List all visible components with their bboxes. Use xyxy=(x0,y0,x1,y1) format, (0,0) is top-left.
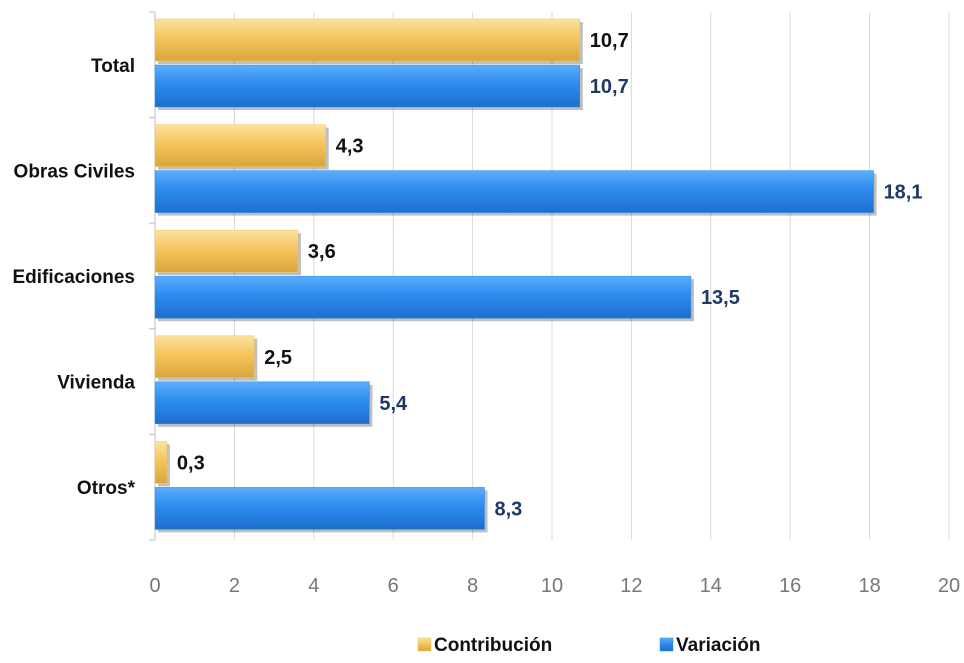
legend: Contribución Variación xyxy=(417,635,761,656)
bar-variacion xyxy=(154,381,370,425)
x-tick-label: 10 xyxy=(541,575,563,597)
bar-variacion xyxy=(154,487,485,530)
bar-contribucion xyxy=(154,18,581,62)
legend-swatch xyxy=(659,637,674,652)
data-label: 10,7 xyxy=(590,76,629,98)
legend-swatch xyxy=(417,637,432,652)
bar-variacion xyxy=(154,170,874,213)
data-label: 8,3 xyxy=(495,498,523,520)
bar-contribucion xyxy=(154,335,255,379)
data-label: 0,3 xyxy=(177,452,205,474)
data-label: 5,4 xyxy=(379,393,408,415)
x-tick-label: 8 xyxy=(467,575,478,597)
category-label: Obras Civiles xyxy=(14,161,135,182)
data-label: 18,1 xyxy=(884,182,923,204)
data-label: 13,5 xyxy=(701,287,740,309)
data-label: 4,3 xyxy=(336,136,364,158)
category-label: Edificaciones xyxy=(13,267,136,288)
x-tick-label: 4 xyxy=(308,575,319,597)
category-label: Otros* xyxy=(77,478,136,499)
data-label: 10,7 xyxy=(590,30,629,52)
data-label: 3,6 xyxy=(308,241,336,263)
bars xyxy=(154,18,877,533)
x-tick-label: 18 xyxy=(858,575,880,597)
x-tick-label: 12 xyxy=(620,575,642,597)
legend-label: Variación xyxy=(676,635,761,656)
legend-label: Contribución xyxy=(434,635,552,656)
x-tick-label: 0 xyxy=(149,575,160,597)
bar-contribucion xyxy=(154,124,326,167)
x-tick-label: 14 xyxy=(700,575,722,597)
data-label: 2,5 xyxy=(264,347,292,369)
bar-variacion xyxy=(154,64,581,108)
category-label: Total xyxy=(91,56,135,77)
x-tick-label: 6 xyxy=(388,575,399,597)
bar-contribucion xyxy=(154,229,299,273)
category-label: Vivienda xyxy=(57,373,135,394)
bar-contribucion xyxy=(154,441,168,484)
x-tick-label: 2 xyxy=(229,575,240,597)
x-tick-label: 16 xyxy=(779,575,801,597)
bar-variacion xyxy=(154,275,692,319)
x-tick-label: 20 xyxy=(938,575,960,597)
labels: 0 2 4 6 8 10 12 14 16 18 20 Total 10,7 10,7 Obras Civi… xyxy=(13,30,961,597)
